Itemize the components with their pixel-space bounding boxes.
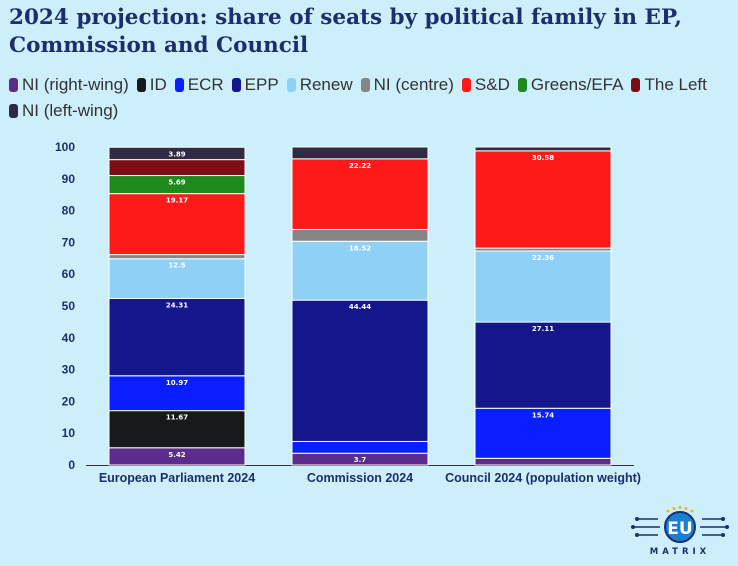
- legend-item[interactable]: Greens/EFA: [517, 73, 624, 97]
- bar-segment: [108, 159, 246, 177]
- bar-segment: [291, 146, 429, 160]
- legend-label: NI (centre): [373, 75, 454, 94]
- y-tick-label: 100: [55, 140, 75, 154]
- y-tick-label: 30: [62, 363, 76, 377]
- data-label: 10.97: [166, 379, 188, 387]
- y-tick-label: 40: [62, 331, 76, 345]
- bar-segment: [291, 299, 429, 442]
- logo-badge-text: EU: [667, 519, 692, 539]
- bar-segment: [291, 228, 429, 242]
- x-category-label: Council 2024 (population weight): [445, 471, 641, 485]
- data-label: 5.42: [168, 451, 185, 459]
- y-tick-label: 0: [68, 458, 75, 472]
- data-label: 19.17: [166, 197, 188, 205]
- y-tick-label: 20: [62, 394, 76, 408]
- data-label: 11.67: [166, 414, 188, 422]
- bar-segment: [108, 297, 246, 377]
- bar-segment: [108, 410, 246, 449]
- legend-swatch: [231, 78, 241, 92]
- bar-segment: [291, 440, 429, 454]
- chart-title: 2024 projection: share of seats by polit…: [9, 5, 682, 58]
- bar-segment: [474, 250, 612, 323]
- y-tick-label: 90: [62, 172, 76, 186]
- data-label: 15.74: [532, 411, 554, 419]
- legend-item[interactable]: The Left: [631, 73, 707, 97]
- legend-item[interactable]: ECR: [174, 73, 224, 97]
- bar-segment: [108, 258, 246, 299]
- bar-segment: [108, 375, 246, 412]
- x-category-label: European Parliament 2024: [99, 471, 255, 485]
- legend-label: S&D: [474, 75, 510, 94]
- y-tick-label: 60: [62, 267, 76, 281]
- legend-swatch: [286, 78, 296, 92]
- y-tick-label: 70: [62, 235, 76, 249]
- legend-item[interactable]: ID: [136, 73, 167, 97]
- y-tick-label: 10: [62, 426, 76, 440]
- legend-swatch: [9, 78, 18, 92]
- legend-item[interactable]: S&D: [461, 73, 510, 97]
- legend-item[interactable]: EPP: [231, 73, 279, 97]
- bar-segment: [474, 146, 612, 152]
- legend-swatch: [631, 78, 641, 92]
- bar-segment: [291, 240, 429, 301]
- legend-swatch: [136, 78, 146, 92]
- legend-swatch: [360, 78, 370, 92]
- legend-label: Renew: [299, 75, 353, 94]
- data-label: 27.11: [532, 325, 554, 333]
- bar-segment: [291, 158, 429, 230]
- legend-swatch: [9, 104, 18, 118]
- logo-text: MATRIX: [649, 547, 711, 557]
- legend: NI (right-wing) ID ECR EPP Renew NI (centre) S…: [9, 73, 729, 123]
- bar-segment: [108, 146, 246, 161]
- legend-label: EPP: [244, 75, 279, 94]
- eu-logo-icon: EU: [631, 506, 729, 543]
- legend-label: NI (left-wing): [22, 101, 119, 120]
- data-label: 24.31: [166, 301, 188, 309]
- data-label: 18.52: [349, 244, 371, 252]
- bar-segment: [474, 150, 612, 249]
- bar-segment: [474, 321, 612, 409]
- data-label: 22.36: [532, 254, 554, 262]
- bar-segment: [108, 254, 246, 260]
- eu-matrix-logo: EU MATRIX: [630, 505, 730, 561]
- legend-label: ECR: [187, 75, 224, 94]
- bar-segment: [474, 407, 612, 459]
- legend-label: The Left: [644, 75, 707, 94]
- legend-label: Greens/EFA: [530, 75, 624, 94]
- x-category-label: Commission 2024: [307, 471, 413, 485]
- y-tick-label: 80: [62, 204, 76, 218]
- legend-label: ID: [149, 75, 167, 94]
- data-label: 3.89: [168, 150, 185, 158]
- y-tick-label: 50: [62, 299, 76, 313]
- data-label: 22.22: [349, 162, 371, 170]
- data-label: 12.5: [168, 262, 185, 270]
- data-label: 44.44: [349, 303, 371, 311]
- legend-swatch: [174, 78, 184, 92]
- legend-label: NI (right-wing): [22, 75, 129, 94]
- legend-swatch: [461, 78, 471, 92]
- bar-segment: [474, 457, 612, 466]
- legend-swatch: [517, 78, 527, 92]
- data-label: 3.7: [354, 456, 367, 464]
- legend-item[interactable]: NI (centre): [360, 73, 454, 97]
- legend-item[interactable]: Renew: [286, 73, 353, 97]
- data-label: 30.58: [532, 154, 554, 162]
- data-label: 5.69: [168, 179, 185, 187]
- legend-item[interactable]: NI (left-wing): [9, 99, 118, 123]
- legend-item[interactable]: NI (right-wing): [9, 73, 129, 97]
